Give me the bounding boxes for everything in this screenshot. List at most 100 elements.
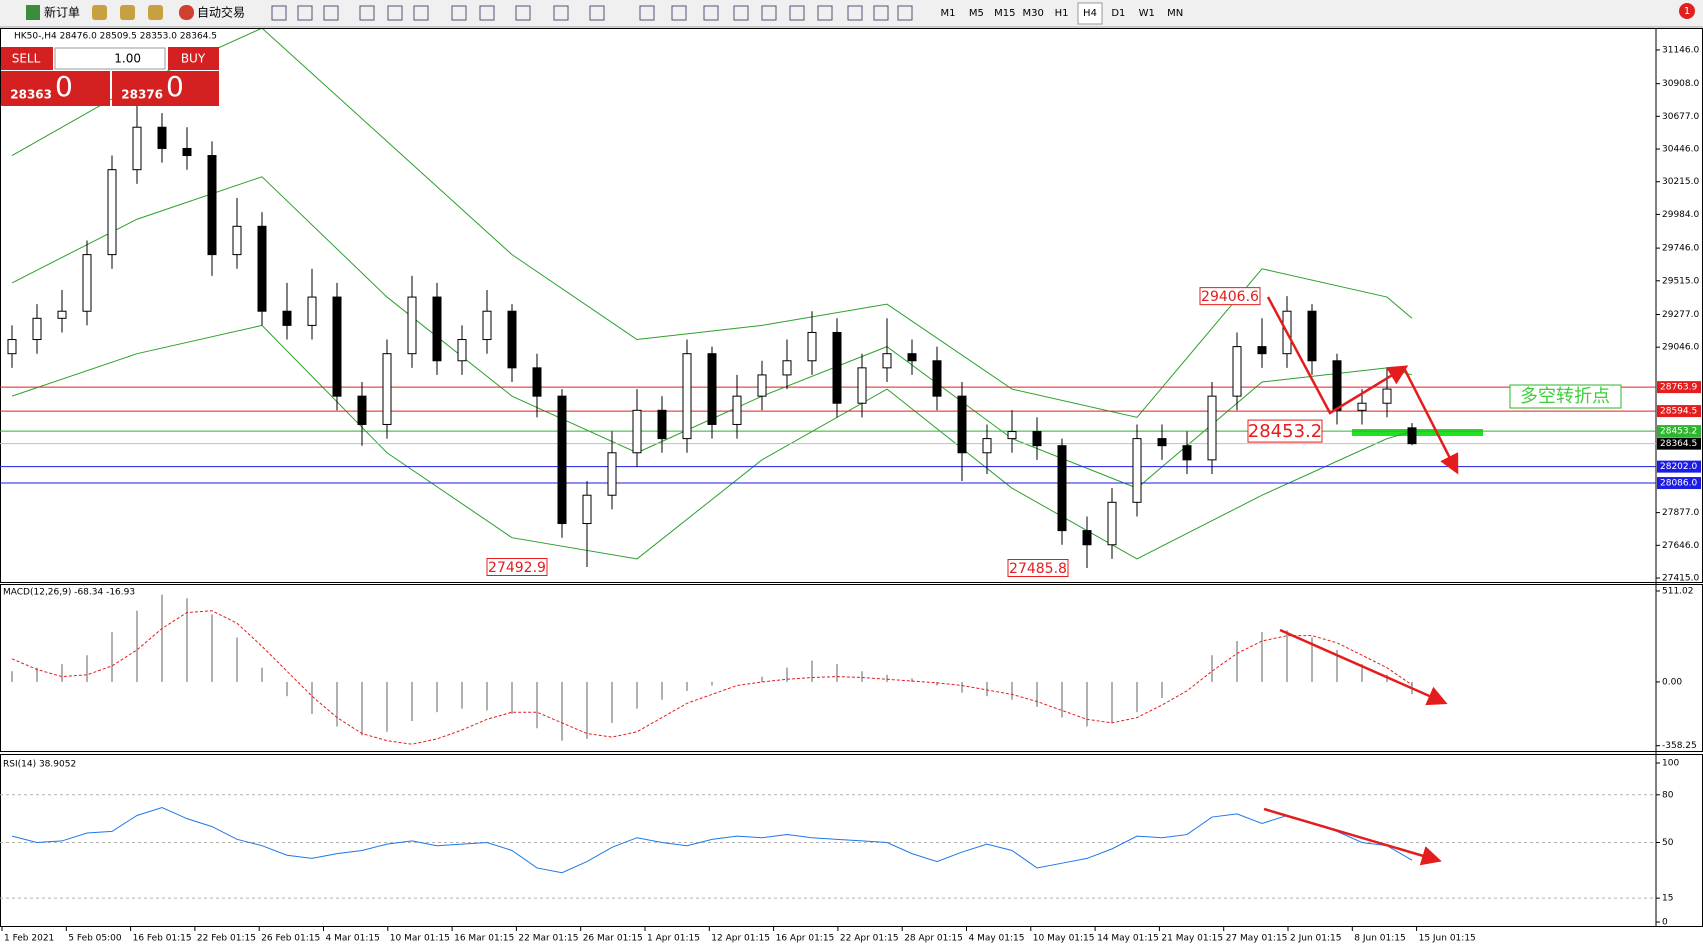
price-level-label: 28763.9	[1660, 383, 1697, 393]
macd-bar	[586, 681, 588, 739]
y-tick-label: 31146.0	[1662, 45, 1699, 55]
price-level-label: 28202.0	[1660, 462, 1697, 472]
macd-bar	[136, 610, 138, 682]
timeframe-button[interactable]: W1	[1139, 8, 1155, 19]
macd-bar	[1011, 681, 1013, 700]
price-plot	[0, 29, 1656, 569]
timeframe-button[interactable]: D1	[1111, 8, 1125, 19]
y-tick-label: 27877.0	[1662, 508, 1699, 518]
macd-bar	[611, 681, 613, 723]
y-tick-label: -358.25	[1662, 741, 1697, 751]
tool-icon[interactable]	[589, 5, 605, 21]
timeframe-button[interactable]: M5	[969, 8, 984, 19]
buy-label: BUY	[181, 52, 206, 66]
macd-bar	[161, 594, 163, 682]
timeframe-button[interactable]: M1	[941, 8, 956, 19]
y-tick-label: 27646.0	[1662, 541, 1699, 551]
macd-bar	[786, 667, 788, 682]
timeframe-button[interactable]: H1	[1055, 8, 1069, 19]
x-tick-label: 4 May 01:15	[969, 934, 1025, 944]
y-tick-label: 30215.0	[1662, 177, 1699, 187]
bollinger-upper	[11, 29, 1413, 418]
tool-icon[interactable]	[897, 5, 913, 21]
candle-body	[1007, 431, 1017, 440]
buy-button[interactable]	[168, 47, 219, 70]
price-level-tag	[1657, 381, 1701, 394]
auto-trading-button[interactable]: 自动交易	[197, 5, 245, 20]
x-tick-label: 26 Feb 01:15	[261, 934, 320, 944]
tool-icon[interactable]	[479, 5, 495, 21]
tool-icon[interactable]	[92, 5, 107, 20]
tool-icon[interactable]	[847, 5, 863, 21]
y-tick-label: 30446.0	[1662, 145, 1699, 155]
macd-bar	[86, 655, 88, 682]
tool-icon[interactable]	[413, 5, 429, 21]
price-level-label: 28364.5	[1660, 439, 1697, 449]
buy-price-box[interactable]	[112, 71, 219, 106]
tool-icon[interactable]	[271, 5, 287, 21]
tool-icon[interactable]	[553, 5, 569, 21]
macd-bar	[1261, 632, 1263, 682]
price-level-label: 28594.5	[1660, 407, 1697, 417]
tool-icon[interactable]	[359, 5, 375, 21]
tool-icon[interactable]	[703, 5, 719, 21]
tool-icon[interactable]	[297, 5, 313, 21]
macd-bar	[386, 681, 388, 732]
macd-bar	[1311, 637, 1313, 682]
candle-body	[982, 438, 992, 454]
tool-icon[interactable]	[120, 5, 135, 20]
price-annotation: 28453.2	[1248, 421, 1322, 442]
tool-icon[interactable]	[323, 5, 339, 21]
tool-icon[interactable]	[671, 5, 687, 21]
candle-body	[1382, 388, 1392, 404]
notification-badge[interactable]	[1679, 3, 1695, 19]
y-tick-label: 100	[1662, 758, 1679, 768]
timeframe-button[interactable]: M30	[1023, 8, 1044, 19]
buy-price: 28376	[121, 88, 163, 102]
sell-price-box[interactable]	[1, 71, 110, 106]
tool-icon[interactable]	[387, 5, 403, 21]
price-annotation-box	[486, 558, 548, 577]
x-tick-label: 16 Feb 01:15	[133, 934, 192, 944]
candle-body	[1307, 310, 1317, 362]
macd-bar	[411, 681, 413, 722]
tool-icon[interactable]	[733, 5, 749, 21]
macd-bar	[461, 681, 463, 709]
tool-icon[interactable]	[817, 5, 833, 21]
macd-bar	[211, 614, 213, 682]
timeframe-button[interactable]: MN	[1167, 8, 1183, 19]
timeframe-button[interactable]: H4	[1083, 8, 1097, 19]
volume-field[interactable]	[54, 47, 166, 70]
macd-bar	[286, 681, 288, 697]
arrow	[1263, 807, 1442, 866]
candle-body	[1082, 530, 1092, 546]
candle-body	[757, 374, 767, 397]
macd-bar	[636, 681, 638, 709]
tool-icon[interactable]	[451, 5, 467, 21]
note-box	[1509, 384, 1622, 409]
tool-icon[interactable]	[789, 5, 805, 21]
x-tick-label: 22 Feb 01:15	[197, 934, 256, 944]
tool-icon[interactable]	[639, 5, 655, 21]
macd-bar	[1236, 641, 1238, 682]
x-tick-label: 22 Apr 01:15	[840, 934, 899, 944]
tool-icon[interactable]	[873, 5, 889, 21]
candle-body	[682, 353, 692, 440]
candle-body	[907, 353, 917, 362]
candle-body	[182, 147, 192, 157]
macd-header: MACD(12,26,9) -68.34 -16.93	[3, 588, 135, 598]
auto-trading-icon	[179, 5, 194, 20]
candle-body	[107, 169, 117, 256]
tool-icon[interactable]	[515, 5, 531, 21]
new-order-button[interactable]: 新订单	[44, 5, 80, 20]
tool-icon[interactable]	[761, 5, 777, 21]
candle-body	[57, 310, 67, 319]
sell-button[interactable]	[1, 47, 53, 70]
timeframe-button[interactable]: M15	[994, 8, 1015, 19]
candle-body	[657, 409, 667, 440]
tool-icon[interactable]	[148, 5, 163, 20]
candle-body	[857, 367, 867, 404]
chart-header: HK50-,H4 28476.0 28509.5 28353.0 28364.5	[14, 32, 217, 42]
macd-bar	[361, 681, 363, 736]
y-tick-label: 0	[1662, 918, 1668, 928]
